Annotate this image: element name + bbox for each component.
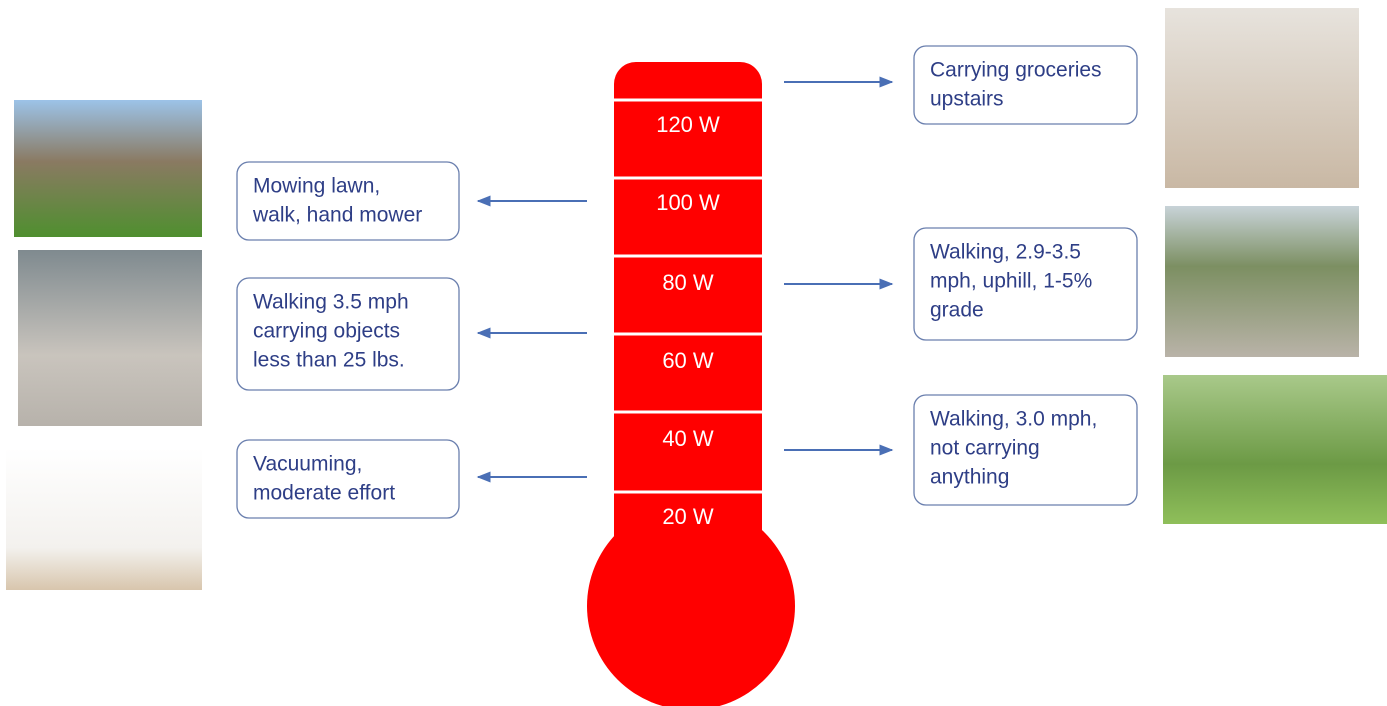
thermometer-bulb bbox=[587, 502, 795, 706]
activity-text: anything bbox=[930, 466, 1009, 489]
activity-text: grade bbox=[930, 299, 984, 322]
photo-uphill bbox=[1165, 206, 1359, 357]
activity-text: carrying objects bbox=[253, 320, 400, 343]
temperature-label: 60 W bbox=[662, 348, 714, 373]
temperature-label: 100 W bbox=[656, 190, 720, 215]
activity-text: less than 25 lbs. bbox=[253, 349, 405, 372]
activity-text: Walking, 3.0 mph, bbox=[930, 408, 1097, 431]
activity-text: upstairs bbox=[930, 88, 1004, 111]
photo-shopping bbox=[18, 250, 202, 426]
page: 120 W 100 W 80 W 60 W 40 W 20 W Mowing lawn, wa… bbox=[0, 0, 1387, 706]
photo-groceries bbox=[1165, 8, 1359, 188]
photo-park-walk bbox=[1163, 375, 1387, 524]
temperature-label: 120 W bbox=[656, 112, 720, 137]
photo-mowing bbox=[14, 100, 202, 237]
activity-text: walk, hand mower bbox=[252, 204, 422, 227]
photo-vacuuming bbox=[6, 448, 202, 590]
activity-text: Walking, 2.9-3.5 bbox=[930, 241, 1081, 264]
thermometer-tube bbox=[614, 62, 762, 562]
activity-text: Mowing lawn, bbox=[253, 175, 380, 198]
temperature-label: 20 W bbox=[662, 504, 714, 529]
temperature-label: 40 W bbox=[662, 426, 714, 451]
activity-text: moderate effort bbox=[253, 482, 395, 505]
activity-text: Walking 3.5 mph bbox=[253, 291, 409, 314]
activity-text: not carrying bbox=[930, 437, 1040, 460]
infographic: 120 W 100 W 80 W 60 W 40 W 20 W Mowing lawn, wa… bbox=[0, 0, 1387, 706]
activity-text: Carrying groceries bbox=[930, 59, 1102, 82]
activity-text: mph, uphill, 1-5% bbox=[930, 270, 1092, 293]
temperature-label: 80 W bbox=[662, 270, 714, 295]
activity-text: Vacuuming, bbox=[253, 453, 362, 476]
